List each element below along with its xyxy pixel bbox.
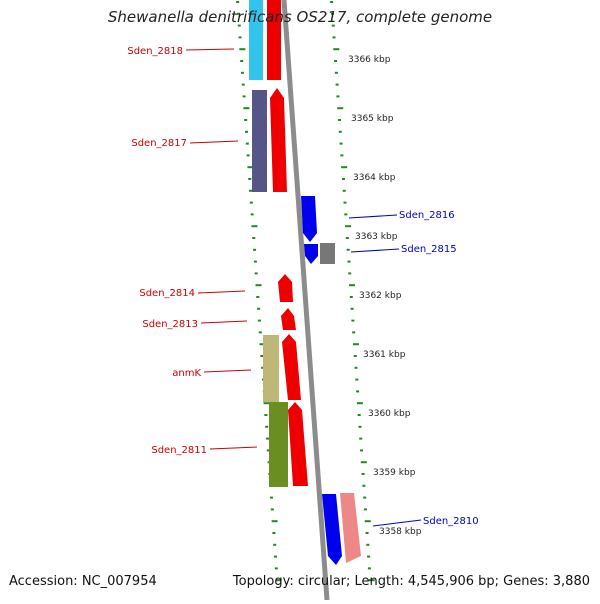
tick-label: 3361 kbp — [363, 350, 406, 360]
gene-label-sden-2817[interactable]: Sden_2817 — [131, 138, 187, 149]
gene-arrow-anmk[interactable] — [282, 334, 301, 400]
leader-line-sden-2817 — [189, 140, 239, 144]
gene-label-sden-2815[interactable]: Sden_2815 — [401, 244, 457, 255]
gene-block-grey[interactable] — [320, 243, 335, 264]
accession-text: Accession: NC_007954 — [9, 574, 157, 589]
leader-line-sden-2818 — [185, 48, 235, 51]
topology-text: Topology: circular; Length: 4,545,906 bp… — [232, 574, 590, 589]
cog-block-sden-2818[interactable] — [249, 0, 263, 80]
leader-line-sden-2814 — [197, 290, 246, 294]
leader-line-sden-2810 — [372, 519, 422, 527]
tick-column-right — [330, 1, 375, 582]
cog-block-anmk[interactable] — [263, 335, 279, 402]
tick-label: 3360 kbp — [368, 409, 411, 419]
genome-backbone — [281, 0, 330, 601]
gene-label-sden-2814[interactable]: Sden_2814 — [139, 288, 195, 299]
gene-label-sden-2811[interactable]: Sden_2811 — [151, 445, 207, 456]
cog-block-sden-2810[interactable] — [340, 493, 361, 563]
tick-label: 3359 kbp — [373, 468, 416, 478]
gene-label-anmk[interactable]: anmK — [172, 368, 201, 379]
gene-arrow-sden-2817[interactable] — [270, 88, 287, 192]
tick-label: 3366 kbp — [348, 55, 391, 65]
leader-line-sden-2811 — [209, 446, 258, 450]
tick-label: 3365 kbp — [351, 114, 394, 124]
gene-label-sden-2813[interactable]: Sden_2813 — [142, 319, 198, 330]
gene-label-sden-2816[interactable]: Sden_2816 — [399, 210, 455, 221]
cog-block-sden-2817[interactable] — [252, 90, 267, 192]
tick-label: 3362 kbp — [359, 291, 402, 301]
map-title: Shewanella denitrificans OS217, complete… — [107, 8, 493, 26]
leader-line-sden-2816 — [348, 214, 398, 219]
gene-label-sden-2818[interactable]: Sden_2818 — [127, 46, 183, 57]
tick-label: 3358 kbp — [379, 527, 422, 537]
gene-arrow-sden-2815[interactable] — [304, 244, 318, 264]
gene-arrow-sden-2814[interactable] — [278, 274, 293, 302]
cog-block-sden-2811[interactable] — [269, 402, 288, 487]
leader-line-anmk — [203, 369, 252, 373]
gene-arrow-sden-2811[interactable] — [288, 402, 308, 486]
gene-arrow-sden-2813[interactable] — [281, 308, 296, 330]
gene-arrow-sden-2810[interactable] — [322, 494, 342, 565]
leader-line-sden-2815 — [350, 248, 400, 253]
tick-label: 3363 kbp — [355, 232, 398, 242]
gene-label-sden-2810[interactable]: Sden_2810 — [423, 516, 479, 527]
gene-arrow-sden-2816[interactable] — [301, 196, 317, 242]
gene-arrow-sden-2818[interactable] — [267, 0, 281, 80]
tick-column-left — [236, 1, 282, 582]
leader-line-sden-2813 — [200, 320, 248, 324]
tick-label: 3364 kbp — [353, 173, 396, 183]
